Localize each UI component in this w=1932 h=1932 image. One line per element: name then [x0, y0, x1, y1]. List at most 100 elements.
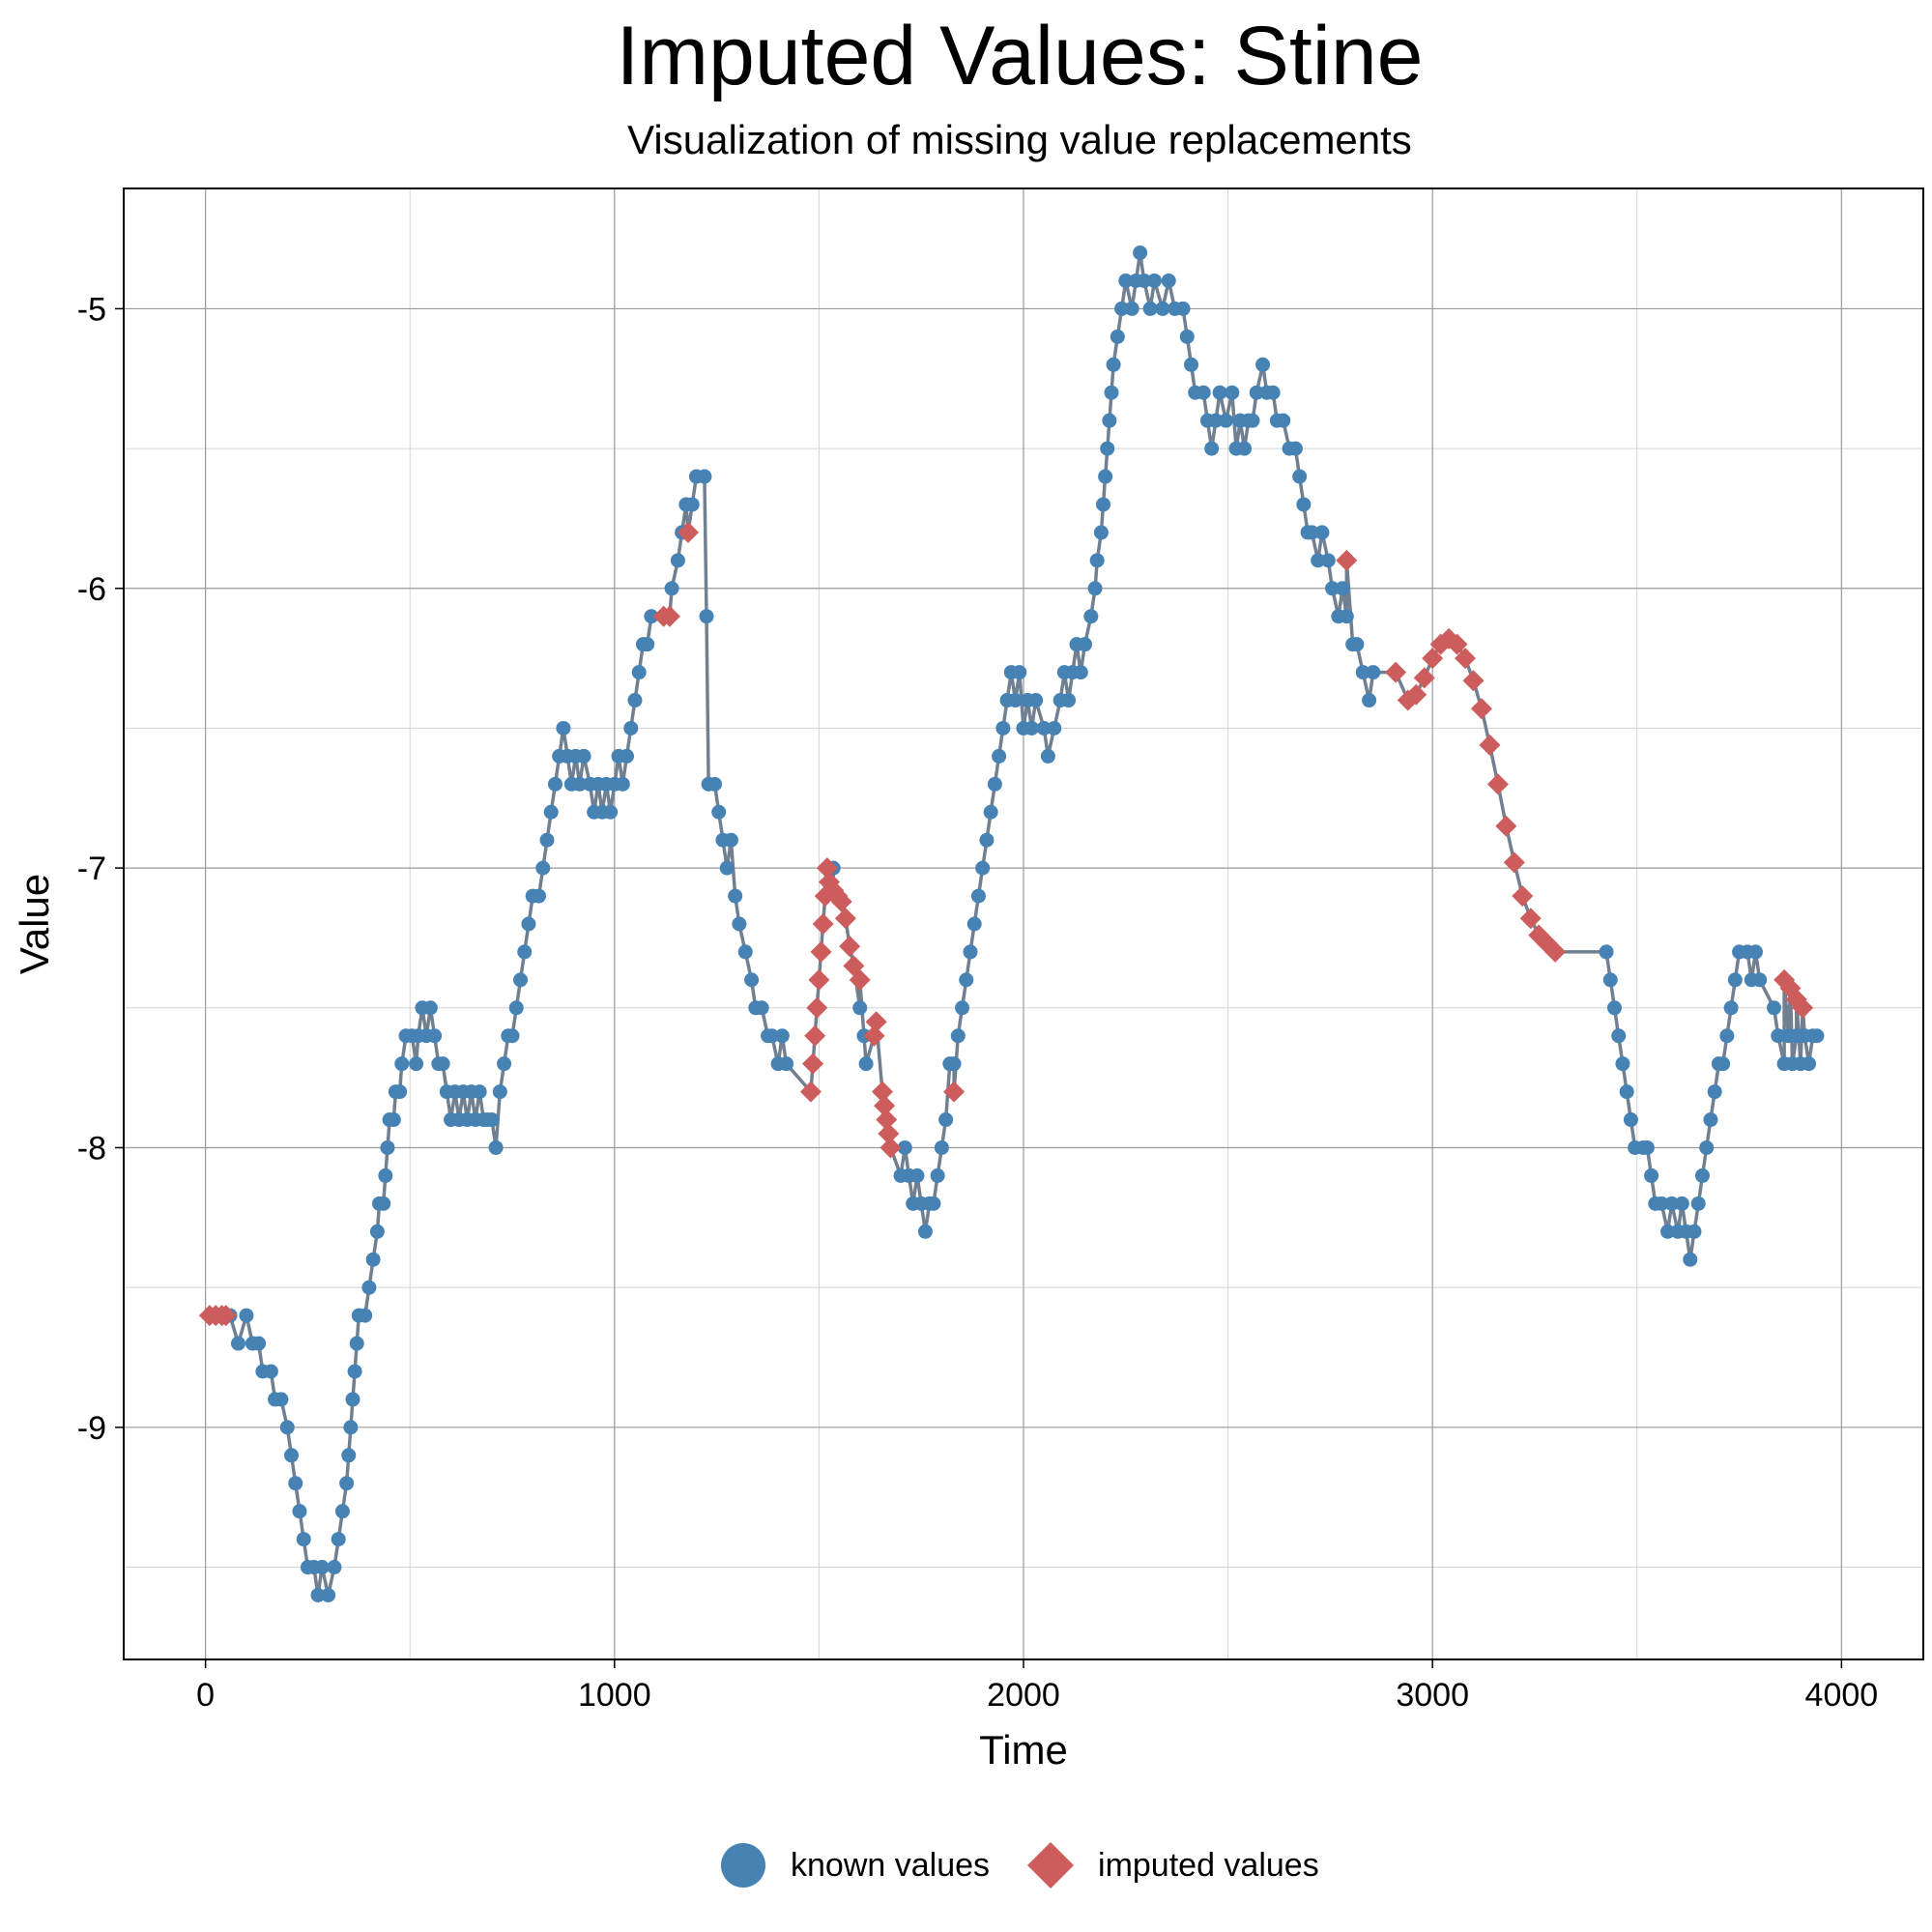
known-value-point: [392, 1084, 408, 1100]
imputed-value-point: [849, 968, 871, 991]
known-value-point: [508, 1000, 524, 1016]
known-value-point: [292, 1504, 307, 1519]
x-tick-label: 3000: [1396, 1677, 1469, 1714]
known-value-point: [858, 1056, 874, 1072]
known-value-point: [1602, 972, 1618, 988]
known-value-point: [512, 972, 528, 988]
imputed-value-point: [1512, 885, 1534, 908]
known-value-point: [1699, 1139, 1715, 1155]
known-value-point: [1809, 1028, 1825, 1044]
known-value-point: [1212, 385, 1227, 400]
known-value-point: [1767, 1000, 1782, 1016]
imputed-value-point: [876, 1109, 898, 1131]
known-value-point: [1654, 1196, 1669, 1211]
known-value-point: [310, 1587, 326, 1602]
known-value-point: [706, 776, 722, 792]
known-value-point: [1727, 972, 1743, 988]
known-value-point: [365, 1252, 381, 1267]
known-value-point: [1690, 1196, 1706, 1211]
known-value-point: [975, 860, 991, 876]
known-value-point: [1161, 273, 1176, 288]
known-value-point: [556, 720, 571, 735]
known-value-point: [1061, 693, 1077, 708]
known-value-point: [1362, 693, 1377, 708]
known-value-point: [497, 1056, 512, 1072]
known-value-point: [970, 888, 986, 904]
known-value-point: [343, 1420, 359, 1435]
known-value-point: [983, 804, 998, 820]
known-value-point: [1660, 1224, 1676, 1239]
known-value-point: [284, 1448, 300, 1463]
y-tick-label: -5: [77, 291, 106, 328]
known-value-point: [314, 1560, 330, 1575]
known-value-point: [627, 693, 643, 708]
known-value-point: [361, 1280, 377, 1295]
known-value-point: [631, 665, 647, 680]
imputed-value-point: [1422, 648, 1444, 670]
known-value-point: [620, 748, 635, 764]
known-value-point: [349, 1336, 364, 1351]
known-value-point: [1314, 525, 1330, 540]
known-value-point: [380, 1139, 395, 1155]
known-value-point: [230, 1336, 245, 1351]
known-value-point: [1349, 637, 1365, 652]
known-value-point: [1102, 413, 1117, 428]
known-value-point: [1196, 385, 1211, 400]
known-value-point: [1339, 609, 1354, 624]
x-tick-label: 1000: [578, 1677, 651, 1714]
known-value-point: [1255, 357, 1271, 372]
known-value-point: [1012, 665, 1027, 680]
known-value-point: [1106, 357, 1121, 372]
known-value-point: [723, 832, 738, 848]
known-value-point: [1723, 1000, 1739, 1016]
known-value-point: [1124, 301, 1139, 316]
known-value-point: [1142, 301, 1158, 316]
known-value-point: [1133, 245, 1148, 261]
imputed-value-point: [215, 1305, 237, 1327]
known-value-point: [926, 1196, 941, 1211]
imputed-value-point: [677, 521, 699, 543]
known-value-point: [532, 888, 547, 904]
known-value-point: [1249, 385, 1264, 400]
imputed-value-point: [1446, 633, 1468, 655]
known-value-point: [779, 1056, 794, 1072]
imputed-value-point: [1544, 940, 1567, 963]
known-value-point: [1110, 329, 1125, 344]
imputed-value-point: [1792, 996, 1814, 1019]
imputed-value-point: [799, 1081, 822, 1103]
known-value-point: [1615, 1056, 1630, 1072]
known-value-point: [1237, 441, 1253, 456]
known-value-point: [1747, 944, 1763, 960]
known-value-point: [623, 720, 639, 735]
known-value-point: [603, 804, 619, 820]
known-value-point: [1674, 1196, 1689, 1211]
known-value-point: [1100, 441, 1115, 456]
known-value-point: [1683, 1252, 1698, 1267]
imputed-value-point: [1486, 773, 1509, 795]
imputed-value-point: [879, 1137, 902, 1159]
imputed-value-point: [1503, 851, 1525, 874]
known-values-key-icon: [715, 1837, 771, 1893]
imputed-value-point: [865, 1011, 887, 1033]
known-value-point: [547, 776, 562, 792]
known-value-point: [1087, 581, 1103, 596]
known-value-point: [1137, 273, 1152, 288]
known-value-point: [535, 860, 551, 876]
legend-label-imputed: imputed values: [1098, 1846, 1319, 1884]
known-value-point: [852, 1000, 868, 1016]
known-value-point: [1204, 441, 1220, 456]
known-value-point: [1114, 301, 1130, 316]
known-value-point: [1687, 1224, 1702, 1239]
imputed-value-point: [830, 890, 852, 912]
known-value-point: [774, 1028, 790, 1044]
known-value-point: [1225, 385, 1240, 400]
known-value-point: [345, 1392, 360, 1407]
known-value-point: [1287, 441, 1303, 456]
chart-subtitle: Visualization of missing value replaceme…: [627, 117, 1412, 162]
known-value-point: [1355, 665, 1370, 680]
known-value-point: [1716, 1056, 1731, 1072]
known-value-point: [670, 553, 685, 568]
known-value-point: [697, 469, 712, 484]
known-value-point: [917, 1224, 933, 1239]
